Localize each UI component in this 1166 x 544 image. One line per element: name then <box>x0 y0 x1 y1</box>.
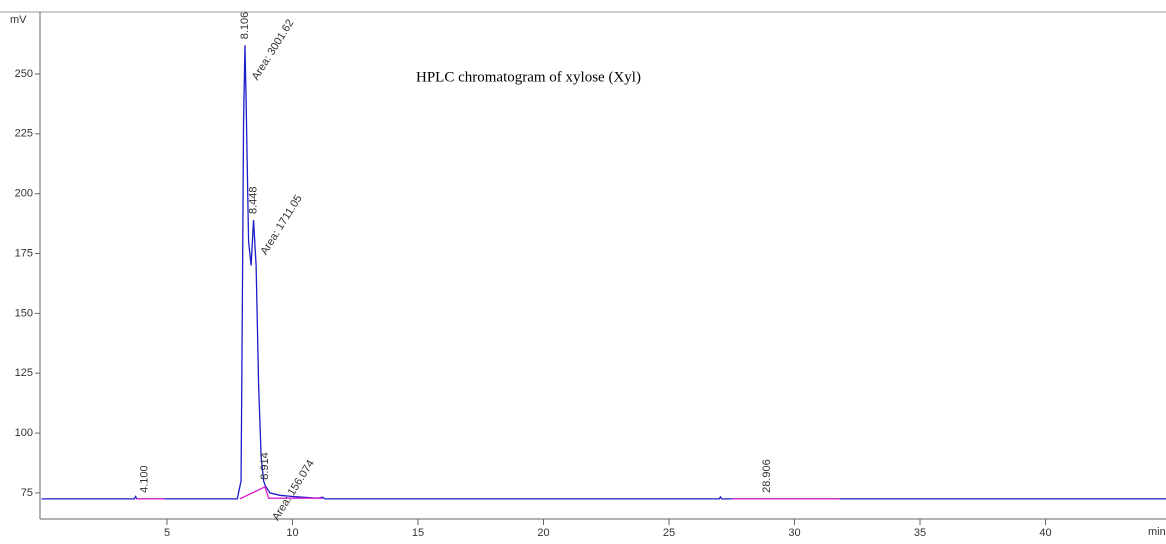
y-tick-label: 225 <box>15 128 33 140</box>
peak-time-label: 8.914 <box>259 452 271 480</box>
trace <box>136 486 840 500</box>
y-tick-label: 125 <box>15 367 33 379</box>
x-tick-label: 40 <box>1039 527 1051 539</box>
x-tick-label: 30 <box>788 527 800 539</box>
x-tick-label: 15 <box>412 527 424 539</box>
x-axis-label: min <box>1148 526 1166 538</box>
y-tick-label: 150 <box>15 307 33 319</box>
peak-area-label: Area: 156.074 <box>270 458 317 523</box>
y-tick-label: 100 <box>15 427 33 439</box>
peak-time-label: 8.448 <box>247 186 259 214</box>
peak-time-label: 4.100 <box>138 465 150 493</box>
peak-time-label: 28.906 <box>761 459 773 493</box>
chart-title: HPLC chromatogram of xylose (Xyl) <box>416 69 641 85</box>
y-tick-label: 75 <box>21 487 33 499</box>
peak-area-label: Area: 3001.62 <box>250 17 297 82</box>
x-tick-label: 25 <box>663 527 675 539</box>
x-tick-label: 5 <box>164 527 170 539</box>
y-axis-label: mV <box>10 14 27 26</box>
x-tick-label: 35 <box>914 527 926 539</box>
x-tick-label: 10 <box>286 527 298 539</box>
y-tick-label: 175 <box>15 247 33 259</box>
trace <box>41 45 1166 500</box>
peak-time-label: 8.106 <box>239 12 251 40</box>
x-tick-label: 20 <box>537 527 549 539</box>
y-tick-label: 250 <box>15 68 33 80</box>
y-tick-label: 200 <box>15 188 33 200</box>
peak-area-label: Area: 1711.05 <box>258 193 304 257</box>
